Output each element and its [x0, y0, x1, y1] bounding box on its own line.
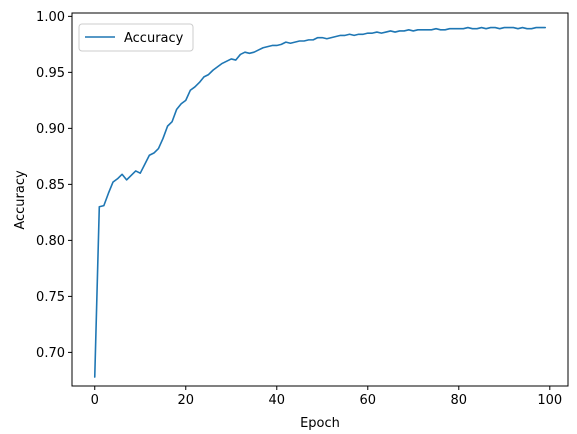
x-tick-label: 60 [360, 393, 377, 408]
legend-box [78, 23, 194, 52]
x-tick-label: 20 [177, 393, 194, 408]
y-axis-label: Accuracy [13, 170, 28, 230]
x-axis-ticks: 0 20 40 60 80 100 [91, 386, 562, 408]
legend-label-accuracy: Accuracy [124, 31, 184, 46]
y-tick-label: 0.70 [36, 346, 65, 361]
y-tick-label: 1.00 [36, 10, 65, 25]
y-tick-label: 0.85 [36, 178, 65, 193]
plot-area [71, 12, 569, 387]
y-tick-label: 0.95 [36, 66, 65, 81]
x-tick-label: 80 [451, 393, 468, 408]
legend: Accuracy [78, 23, 194, 52]
accuracy-series-line [93, 26, 547, 378]
x-tick-label: 0 [91, 393, 99, 408]
y-tick-label: 0.75 [36, 290, 65, 305]
x-tick-label: 100 [537, 393, 562, 408]
y-axis-ticks: 0.70 0.75 0.80 0.85 0.90 0.95 1.00 [36, 10, 72, 361]
x-axis-label: Epoch [300, 416, 340, 431]
x-tick-label: 40 [268, 393, 285, 408]
y-tick-label: 0.90 [36, 122, 65, 137]
y-tick-label: 0.80 [36, 234, 65, 249]
